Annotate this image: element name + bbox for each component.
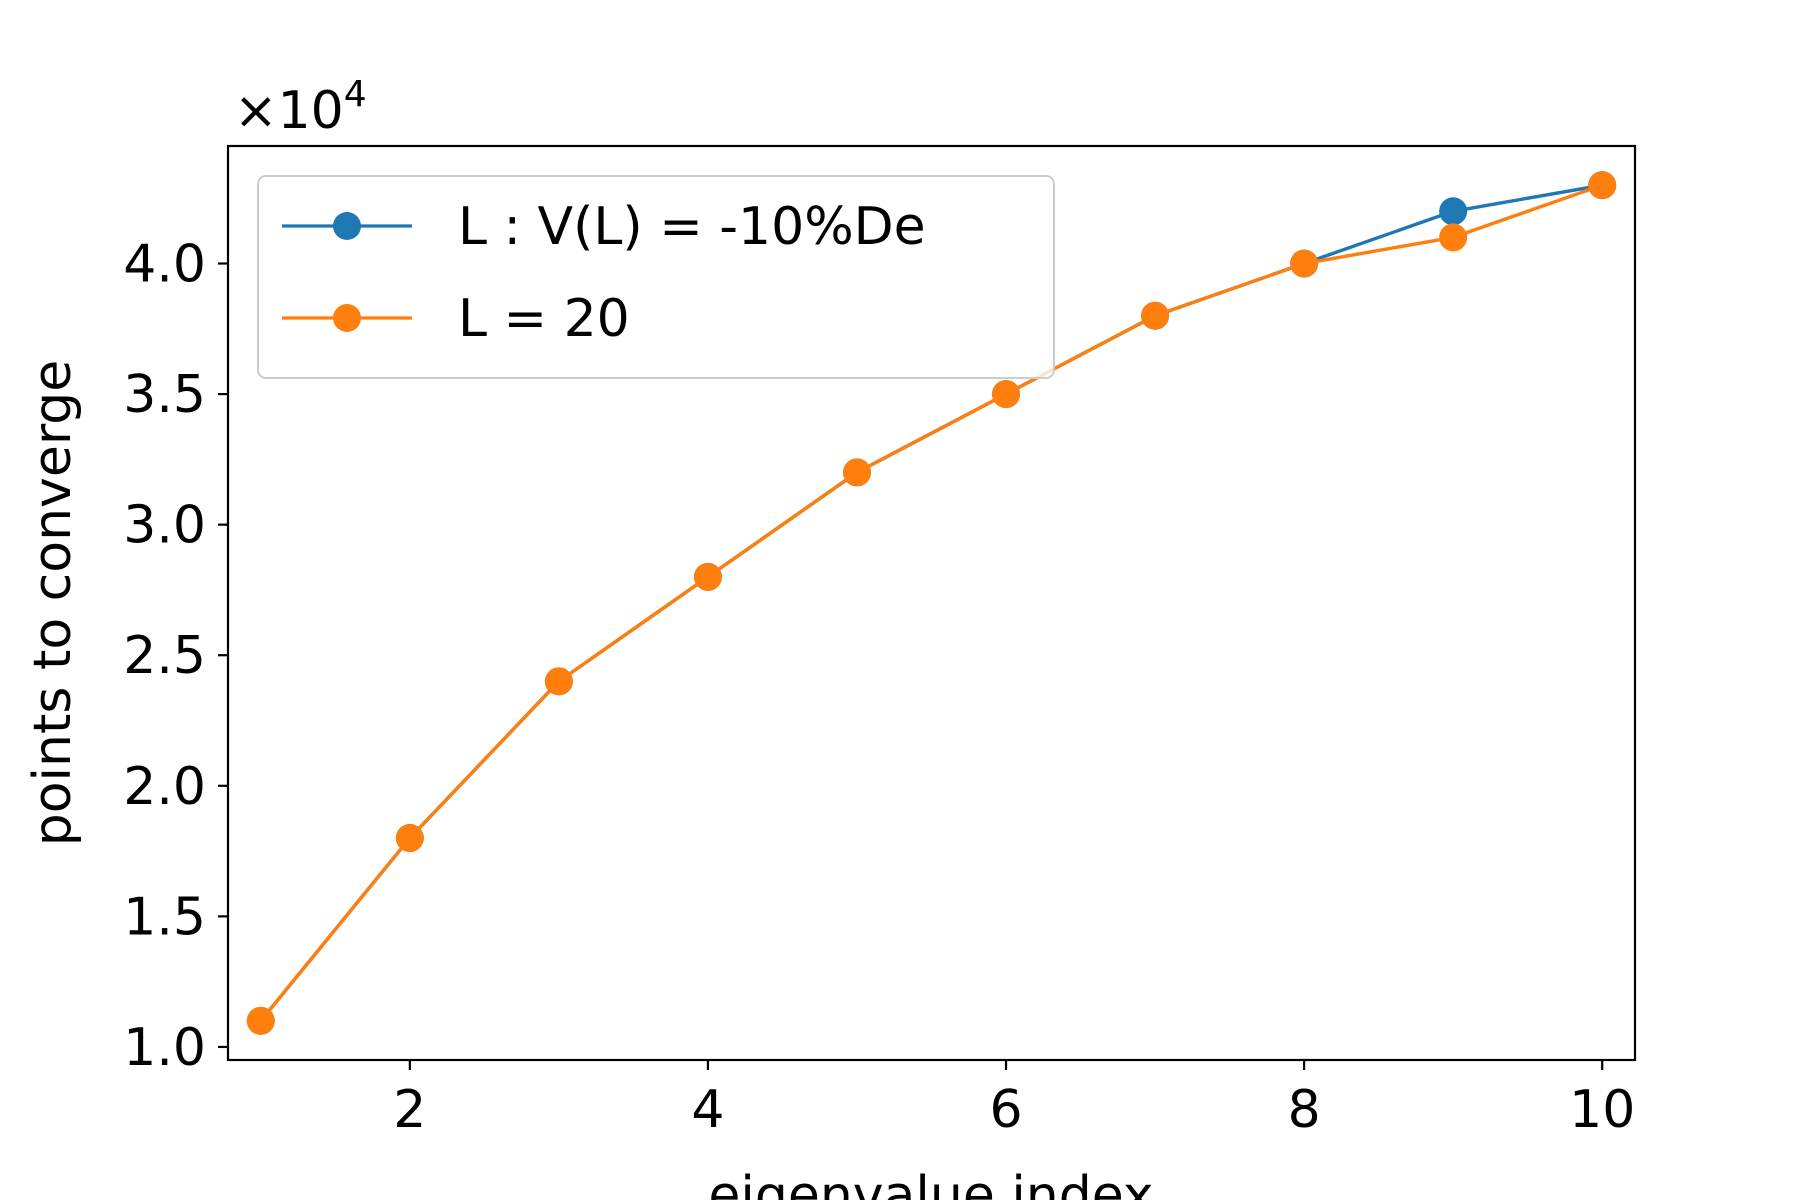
series-1-point [544, 667, 573, 696]
y-axis: 1.0 1.5 2.0 2.5 3.0 3.5 4.0 [123, 235, 228, 1078]
x-tick-label: 4 [691, 1080, 724, 1140]
y-tick-label: 2.5 [123, 626, 206, 686]
series-1-point [842, 458, 871, 487]
x-axis-label: eigenvalue index [708, 1166, 1153, 1200]
legend-label-0: L : V(L) = -10%De [458, 197, 926, 257]
y-tick-label: 1.5 [123, 887, 206, 947]
x-tick-label: 8 [1288, 1080, 1321, 1140]
series-1-point [246, 1006, 275, 1035]
series-line-1 [259, 183, 1603, 1022]
series-1-point [1439, 223, 1468, 252]
series-1-point [1588, 171, 1617, 200]
y-tick-label: 3.5 [123, 365, 206, 425]
y-tick-label: 3.0 [123, 496, 206, 556]
x-tick-label: 2 [393, 1080, 426, 1140]
y-tick-label: 1.0 [123, 1018, 206, 1078]
series-0-point [1439, 197, 1468, 226]
series-1-point [693, 562, 722, 591]
y-tick-label: 2.0 [123, 757, 206, 817]
series-layer [246, 171, 1617, 1035]
plot-frame [226, 144, 1637, 1062]
legend-marker-1 [333, 304, 361, 332]
y-tick-label: 4.0 [123, 235, 206, 295]
legend-marker-0 [333, 212, 361, 240]
legend: L : V(L) = -10%De L = 20 [257, 175, 1055, 379]
x-axis: 2 4 6 8 10 [393, 1060, 1635, 1140]
series-1-point [1290, 249, 1319, 278]
y-axis-offset-label: ×104 [234, 74, 367, 141]
legend-label-1: L = 20 [458, 289, 630, 349]
y-axis-label: points to converge [23, 360, 83, 847]
series-1-point [992, 380, 1021, 409]
x-tick-label: 10 [1569, 1080, 1635, 1140]
y-axis-offset-exponent: 4 [344, 74, 367, 115]
x-tick-label: 6 [989, 1080, 1022, 1140]
y-axis-offset-base: ×10 [234, 81, 344, 141]
series-1-point [1141, 301, 1170, 330]
series-1-point [395, 824, 424, 853]
legend-box [257, 175, 1055, 379]
